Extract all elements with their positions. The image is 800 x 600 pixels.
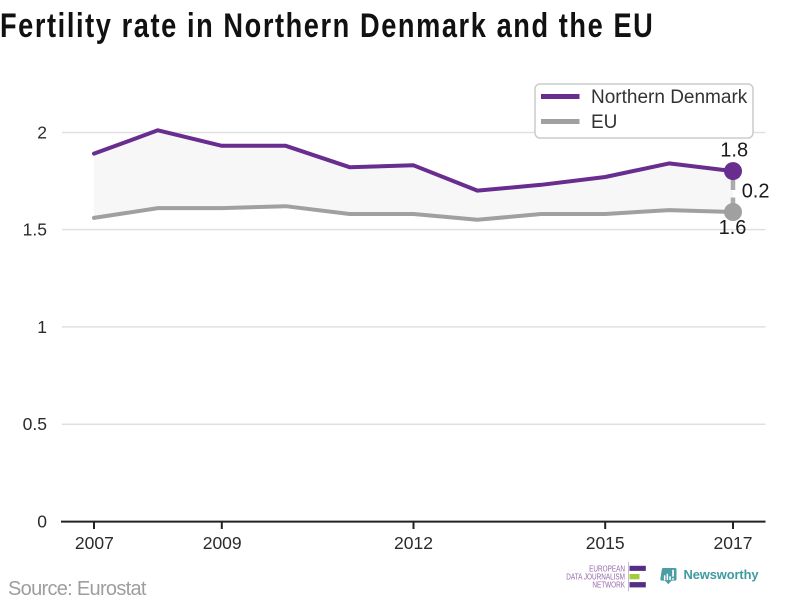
svg-text:Source: Eurostat: Source: Eurostat [8, 578, 147, 600]
svg-text:Northern Denmark: Northern Denmark [591, 87, 748, 108]
svg-text:2012: 2012 [394, 533, 433, 553]
svg-text:NETWORK: NETWORK [592, 581, 625, 590]
svg-text:DATA JOURNALISM: DATA JOURNALISM [566, 573, 625, 582]
svg-text:2015: 2015 [586, 533, 625, 553]
svg-text:2: 2 [37, 122, 47, 142]
svg-text:0.2: 0.2 [742, 181, 770, 203]
svg-text:0: 0 [37, 512, 47, 532]
svg-text:EU: EU [591, 112, 617, 133]
svg-text:Newsworthy: Newsworthy [684, 567, 760, 582]
svg-text:Fertility rate in Northern Den: Fertility rate in Northern Denmark and t… [0, 6, 653, 45]
svg-text:1.5: 1.5 [23, 220, 47, 240]
svg-text:2007: 2007 [75, 533, 114, 553]
svg-text:1.8: 1.8 [720, 140, 748, 162]
svg-text:2017: 2017 [714, 533, 753, 553]
svg-text:0.5: 0.5 [23, 414, 47, 434]
svg-text:2009: 2009 [203, 533, 242, 553]
svg-text:1: 1 [37, 317, 47, 337]
svg-text:EUROPEAN: EUROPEAN [589, 565, 625, 574]
svg-text:1.6: 1.6 [719, 217, 747, 239]
